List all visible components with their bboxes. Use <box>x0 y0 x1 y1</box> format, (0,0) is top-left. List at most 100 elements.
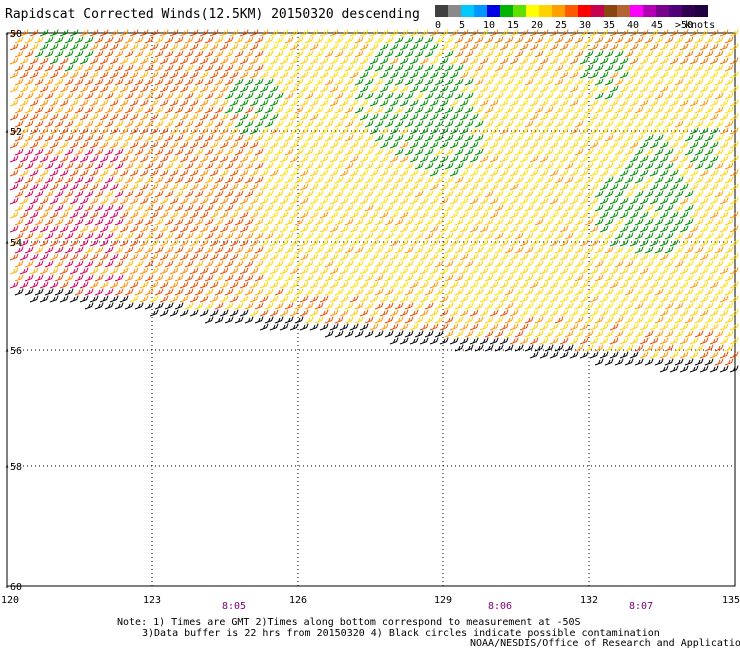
wind-barb <box>689 155 699 163</box>
wind-barb <box>659 267 669 275</box>
wind-barb <box>484 316 494 324</box>
wind-barb <box>709 183 719 191</box>
wind-barb <box>164 134 174 142</box>
wind-barb <box>499 29 509 37</box>
wind-barb <box>559 225 569 233</box>
wind-barb <box>14 92 24 100</box>
wind-barb <box>394 302 404 310</box>
wind-barb <box>229 183 239 191</box>
wind-barb <box>109 225 119 233</box>
wind-barb <box>344 330 354 338</box>
wind-barb <box>249 99 259 107</box>
wind-barb <box>14 162 24 170</box>
wind-barb <box>234 246 244 254</box>
wind-barb <box>224 120 234 128</box>
wind-barb <box>174 148 184 156</box>
wind-barb <box>129 57 139 65</box>
wind-barb <box>494 64 504 72</box>
wind-barb <box>469 337 479 345</box>
wind-barb <box>244 190 254 198</box>
wind-barb <box>399 337 409 345</box>
wind-barb <box>514 106 524 114</box>
wind-barb <box>504 162 514 170</box>
wind-barb <box>144 232 154 240</box>
wind-barb <box>564 190 574 198</box>
wind-barb <box>189 29 199 37</box>
wind-barb <box>614 148 624 156</box>
wind-barb <box>689 351 699 359</box>
wind-barb <box>239 211 249 219</box>
wind-barb <box>649 197 659 205</box>
wind-barb <box>499 253 509 261</box>
wind-barb <box>424 106 434 114</box>
wind-barb <box>184 50 194 58</box>
wind-barb <box>364 274 374 282</box>
wind-barb <box>334 330 344 338</box>
wind-barb <box>299 43 309 51</box>
wind-barb <box>604 316 614 324</box>
wind-barb <box>649 295 659 303</box>
wind-barb <box>19 99 29 107</box>
wind-barb <box>99 225 109 233</box>
wind-barb <box>304 148 314 156</box>
wind-barb <box>219 281 229 289</box>
wind-barb <box>694 232 704 240</box>
wind-barb <box>574 106 584 114</box>
wind-barb <box>554 106 564 114</box>
wind-barb <box>14 64 24 72</box>
wind-barb <box>274 246 284 254</box>
wind-barb <box>154 176 164 184</box>
wind-barb <box>399 113 409 121</box>
wind-barb <box>694 204 704 212</box>
wind-barb <box>279 267 289 275</box>
wind-barb <box>249 309 259 317</box>
wind-barb <box>159 211 169 219</box>
wind-barb <box>729 281 739 289</box>
wind-barb <box>249 169 259 177</box>
wind-barb <box>499 85 509 93</box>
wind-barb <box>444 176 454 184</box>
wind-barb <box>659 183 669 191</box>
wind-barb <box>619 169 629 177</box>
wind-barb <box>219 29 229 37</box>
wind-barb <box>474 162 484 170</box>
wind-barb <box>544 120 554 128</box>
lat-label: -56 <box>4 346 22 357</box>
wind-barb <box>509 197 519 205</box>
wind-barb <box>484 344 494 352</box>
wind-barb <box>564 92 574 100</box>
wind-barb <box>159 197 169 205</box>
wind-barb <box>579 337 589 345</box>
wind-barb <box>244 316 254 324</box>
legend-swatch <box>656 5 669 17</box>
wind-barb <box>69 169 79 177</box>
wind-barb <box>614 232 624 240</box>
wind-barb <box>69 71 79 79</box>
wind-barb <box>414 176 424 184</box>
wind-barb <box>119 267 129 275</box>
wind-barb <box>274 176 284 184</box>
wind-barb <box>594 218 604 226</box>
wind-barb <box>254 92 264 100</box>
wind-barb <box>319 127 329 135</box>
wind-barb <box>209 169 219 177</box>
wind-barb <box>674 274 684 282</box>
wind-barb <box>289 127 299 135</box>
wind-barb <box>124 36 134 44</box>
wind-barb <box>364 330 374 338</box>
wind-barb <box>169 239 179 247</box>
wind-barb <box>199 113 209 121</box>
time-label: 8:05 <box>222 601 246 612</box>
wind-barb <box>54 120 64 128</box>
wind-barb <box>379 281 389 289</box>
wind-barb <box>414 218 424 226</box>
map-gridlines <box>7 33 735 586</box>
wind-barb <box>644 274 654 282</box>
wind-barb <box>404 148 414 156</box>
wind-barb <box>239 113 249 121</box>
wind-barb <box>439 113 449 121</box>
wind-barb <box>444 330 454 338</box>
wind-barb <box>214 120 224 128</box>
wind-barb <box>224 288 234 296</box>
wind-barb <box>664 106 674 114</box>
